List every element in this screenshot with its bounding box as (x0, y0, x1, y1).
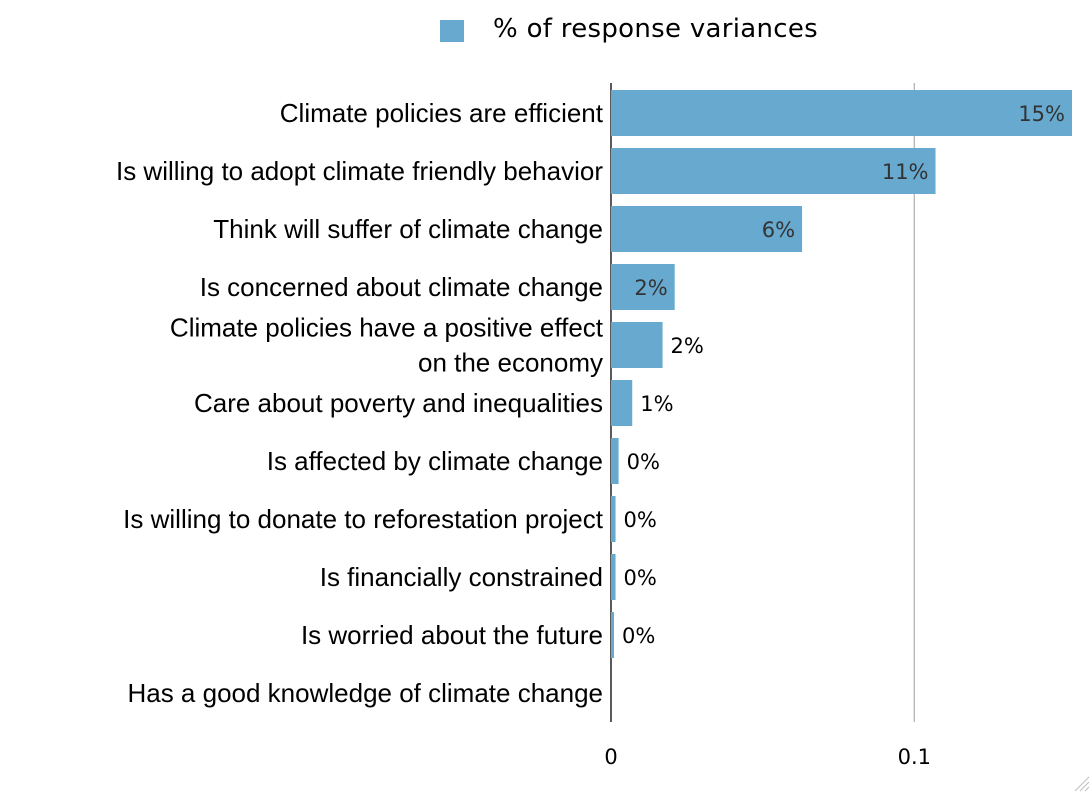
legend-label[interactable]: % of response variances (493, 14, 819, 44)
category-label-0: Climate policies are efficient (280, 98, 604, 128)
bar-4[interactable] (611, 322, 663, 368)
bar-2[interactable] (611, 206, 803, 252)
data-label-2: 6% (762, 218, 795, 242)
category-label-6: Is affected by climate change (267, 446, 603, 476)
data-label-0: 15% (1018, 102, 1065, 126)
category-label-3: Is concerned about climate change (200, 272, 603, 302)
data-label-3: 2% (634, 276, 667, 300)
bars-layer (611, 90, 1072, 658)
data-label-8: 0% (624, 566, 657, 590)
value-labels: 15% 11% 6% 2% 2% 1% 0% 0% 0% 0% (622, 102, 1065, 648)
data-label-1: 11% (882, 160, 929, 184)
bar-3[interactable] (611, 264, 675, 310)
data-label-5: 1% (640, 392, 673, 416)
bar-6[interactable] (611, 438, 619, 484)
category-label-2: Think will suffer of climate change (213, 214, 603, 244)
category-labels: Climate policies are efficient Is willing… (116, 98, 604, 708)
legend-swatch[interactable] (440, 20, 464, 42)
category-label-4-line-0: Climate policies have a positive effect (170, 313, 604, 343)
category-label-4-line-1: on the economy (418, 348, 603, 378)
category-label-7: Is willing to donate to reforestation pr… (123, 504, 604, 534)
resize-grip-icon[interactable] (1072, 774, 1090, 792)
x-tick-label-1: 0.1 (898, 745, 931, 769)
bar-8[interactable] (611, 554, 616, 600)
x-axis-ticks: 0 0.1 (604, 745, 931, 769)
bar-0[interactable] (611, 90, 1072, 136)
bar-1[interactable] (611, 148, 936, 194)
data-label-6: 0% (627, 450, 660, 474)
category-label-8: Is financially constrained (320, 562, 603, 592)
category-label-9: Is worried about the future (301, 620, 603, 650)
data-label-9: 0% (622, 624, 655, 648)
bar-9[interactable] (611, 612, 615, 658)
category-label-1: Is willing to adopt climate friendly beh… (116, 156, 603, 186)
data-label-4: 2% (671, 334, 704, 358)
x-tick-label-0: 0 (604, 745, 617, 769)
data-label-7: 0% (624, 508, 657, 532)
category-label-10: Has a good knowledge of climate change (127, 678, 603, 708)
category-label-5: Care about poverty and inequalities (194, 388, 603, 418)
bar-7[interactable] (611, 496, 616, 542)
bar-5[interactable] (611, 380, 633, 426)
